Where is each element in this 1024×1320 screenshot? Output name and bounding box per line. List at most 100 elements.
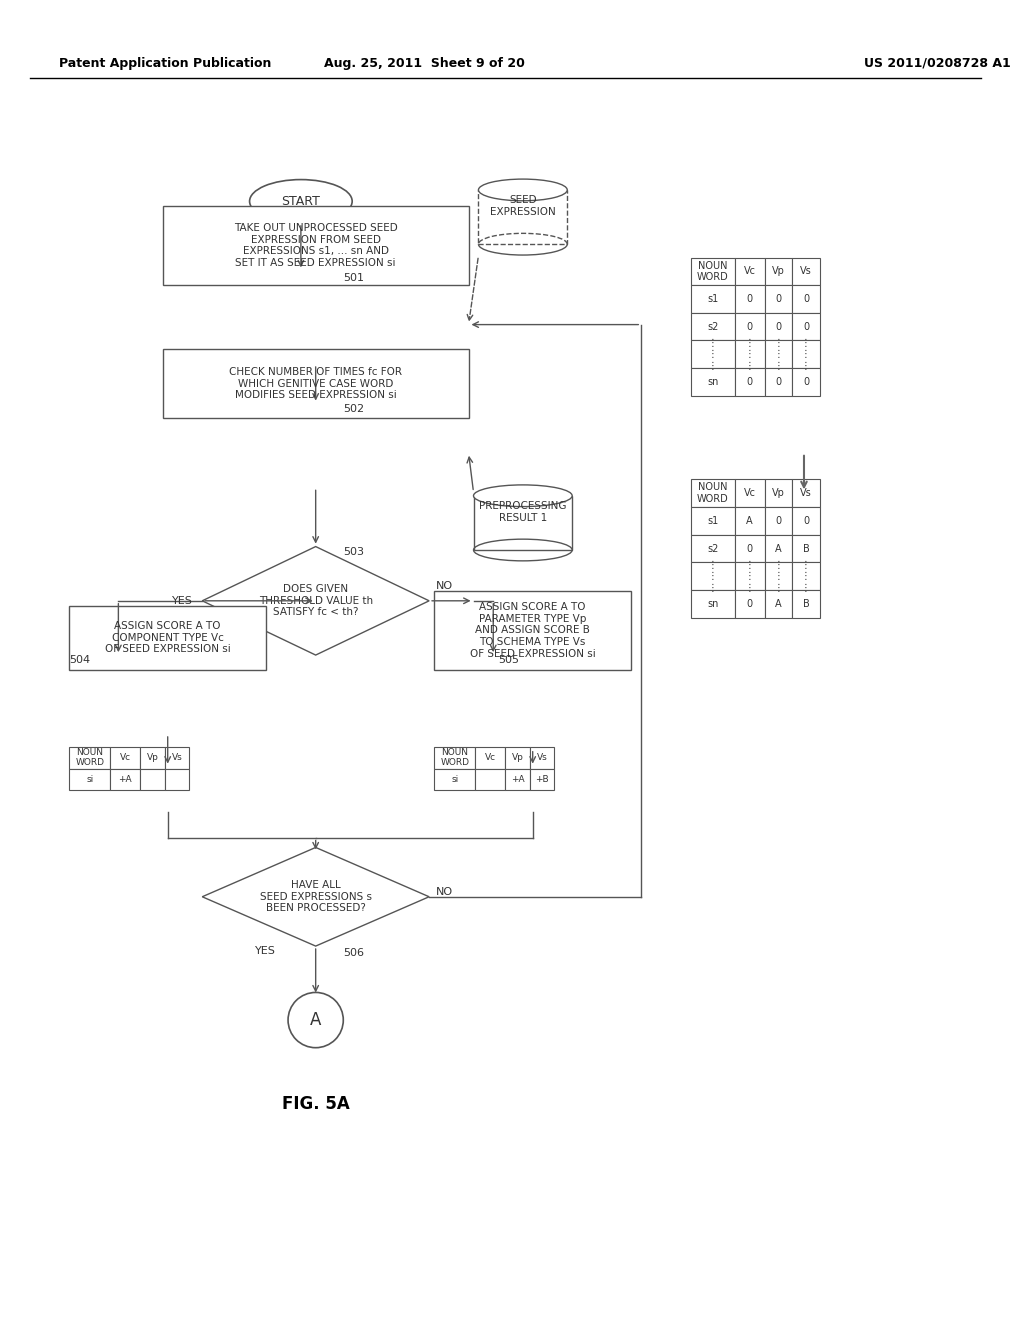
Text: 505: 505 xyxy=(499,655,519,665)
Text: Vp: Vp xyxy=(772,267,784,276)
FancyBboxPatch shape xyxy=(765,285,793,313)
Text: NO: NO xyxy=(436,581,454,591)
FancyBboxPatch shape xyxy=(529,768,554,791)
FancyBboxPatch shape xyxy=(111,747,140,768)
FancyBboxPatch shape xyxy=(793,341,820,368)
Text: ASSIGN SCORE A TO
PARAMETER TYPE Vp
AND ASSIGN SCORE B
TO SCHEMA TYPE Vs
OF SEED: ASSIGN SCORE A TO PARAMETER TYPE Vp AND … xyxy=(470,602,596,659)
Text: 0: 0 xyxy=(803,376,809,387)
FancyBboxPatch shape xyxy=(735,341,765,368)
Text: NOUN
WORD: NOUN WORD xyxy=(697,483,729,504)
Text: Vc: Vc xyxy=(743,267,756,276)
Text: YES: YES xyxy=(171,595,193,606)
Text: HAVE ALL
SEED EXPRESSIONS s
BEEN PROCESSED?: HAVE ALL SEED EXPRESSIONS s BEEN PROCESS… xyxy=(260,880,372,913)
Text: DOES GIVEN
THRESHOLD VALUE th
SATISFY fc < th?: DOES GIVEN THRESHOLD VALUE th SATISFY fc… xyxy=(259,585,373,618)
FancyBboxPatch shape xyxy=(165,747,189,768)
FancyBboxPatch shape xyxy=(765,313,793,341)
FancyBboxPatch shape xyxy=(690,368,735,396)
FancyBboxPatch shape xyxy=(765,535,793,562)
Text: 0: 0 xyxy=(746,294,753,304)
Text: 0: 0 xyxy=(775,294,781,304)
Text: Vs: Vs xyxy=(172,754,182,762)
FancyBboxPatch shape xyxy=(793,479,820,507)
Text: 0: 0 xyxy=(746,376,753,387)
Text: +A: +A xyxy=(511,775,524,784)
Text: 504: 504 xyxy=(69,655,90,665)
Text: 0: 0 xyxy=(775,516,781,525)
FancyBboxPatch shape xyxy=(735,507,765,535)
Text: A: A xyxy=(775,599,781,609)
FancyBboxPatch shape xyxy=(735,535,765,562)
FancyBboxPatch shape xyxy=(690,285,735,313)
Text: Aug. 25, 2011  Sheet 9 of 20: Aug. 25, 2011 Sheet 9 of 20 xyxy=(324,57,524,70)
FancyBboxPatch shape xyxy=(735,285,765,313)
Text: si: si xyxy=(86,775,93,784)
Ellipse shape xyxy=(473,484,572,507)
Text: Vs: Vs xyxy=(800,267,812,276)
FancyBboxPatch shape xyxy=(735,257,765,285)
Polygon shape xyxy=(202,546,429,655)
Text: 502: 502 xyxy=(343,404,365,413)
FancyBboxPatch shape xyxy=(765,479,793,507)
Text: sn: sn xyxy=(707,376,719,387)
Text: 0: 0 xyxy=(746,599,753,609)
FancyBboxPatch shape xyxy=(735,479,765,507)
FancyBboxPatch shape xyxy=(735,562,765,590)
Text: TAKE OUT UNPROCESSED SEED
EXPRESSION FROM SEED
EXPRESSIONS s1, ... sn AND
SET IT: TAKE OUT UNPROCESSED SEED EXPRESSION FRO… xyxy=(233,223,397,268)
Text: B: B xyxy=(803,544,809,553)
Text: NOUN
WORD: NOUN WORD xyxy=(440,748,469,767)
Text: sn: sn xyxy=(707,599,719,609)
FancyBboxPatch shape xyxy=(793,562,820,590)
Text: Vc: Vc xyxy=(743,488,756,498)
Text: ⋮
⋮
⋮: ⋮ ⋮ ⋮ xyxy=(744,560,755,593)
FancyBboxPatch shape xyxy=(475,768,505,791)
FancyBboxPatch shape xyxy=(793,590,820,618)
FancyBboxPatch shape xyxy=(434,747,475,768)
FancyBboxPatch shape xyxy=(793,535,820,562)
FancyBboxPatch shape xyxy=(140,747,165,768)
Text: ⋮
⋮
⋮: ⋮ ⋮ ⋮ xyxy=(801,560,811,593)
Text: Vs: Vs xyxy=(537,754,548,762)
Text: 0: 0 xyxy=(746,544,753,553)
FancyBboxPatch shape xyxy=(69,606,266,669)
Text: +A: +A xyxy=(119,775,132,784)
FancyBboxPatch shape xyxy=(793,313,820,341)
Text: ⋮
⋮
⋮: ⋮ ⋮ ⋮ xyxy=(708,338,718,371)
FancyBboxPatch shape xyxy=(111,768,140,791)
Text: SEED
EXPRESSION: SEED EXPRESSION xyxy=(489,195,556,216)
Text: A: A xyxy=(775,544,781,553)
Text: Vp: Vp xyxy=(511,754,523,762)
Text: B: B xyxy=(803,599,809,609)
Text: 0: 0 xyxy=(775,376,781,387)
Text: ⋮
⋮
⋮: ⋮ ⋮ ⋮ xyxy=(744,338,755,371)
Text: 0: 0 xyxy=(803,294,809,304)
Text: Vc: Vc xyxy=(484,754,496,762)
FancyBboxPatch shape xyxy=(793,285,820,313)
FancyBboxPatch shape xyxy=(163,206,469,285)
Text: ⋮
⋮
⋮: ⋮ ⋮ ⋮ xyxy=(801,338,811,371)
Text: YES: YES xyxy=(255,946,276,956)
FancyBboxPatch shape xyxy=(765,257,793,285)
Text: START: START xyxy=(282,195,321,207)
Ellipse shape xyxy=(250,180,352,223)
FancyBboxPatch shape xyxy=(735,590,765,618)
FancyBboxPatch shape xyxy=(793,368,820,396)
FancyBboxPatch shape xyxy=(765,590,793,618)
Polygon shape xyxy=(202,847,429,946)
Text: 0: 0 xyxy=(746,322,753,331)
Text: A: A xyxy=(746,516,753,525)
FancyBboxPatch shape xyxy=(505,768,529,791)
Text: Vc: Vc xyxy=(120,754,131,762)
Text: ASSIGN SCORE A TO
COMPONENT TYPE Vc
OF SEED EXPRESSION si: ASSIGN SCORE A TO COMPONENT TYPE Vc OF S… xyxy=(104,622,230,655)
Text: A: A xyxy=(310,1011,322,1030)
Text: ⋮
⋮
⋮: ⋮ ⋮ ⋮ xyxy=(773,560,783,593)
Text: Vp: Vp xyxy=(772,488,784,498)
Text: Patent Application Publication: Patent Application Publication xyxy=(59,57,271,70)
Text: CHECK NUMBER OF TIMES fc FOR
WHICH GENITIVE CASE WORD
MODIFIES SEED EXPRESSION s: CHECK NUMBER OF TIMES fc FOR WHICH GENIT… xyxy=(229,367,402,400)
Text: ⋮
⋮
⋮: ⋮ ⋮ ⋮ xyxy=(773,338,783,371)
FancyBboxPatch shape xyxy=(690,341,735,368)
Text: PREPROCESSING
RESULT 1: PREPROCESSING RESULT 1 xyxy=(479,502,566,523)
FancyBboxPatch shape xyxy=(765,562,793,590)
FancyBboxPatch shape xyxy=(735,368,765,396)
FancyBboxPatch shape xyxy=(165,768,189,791)
FancyBboxPatch shape xyxy=(765,368,793,396)
